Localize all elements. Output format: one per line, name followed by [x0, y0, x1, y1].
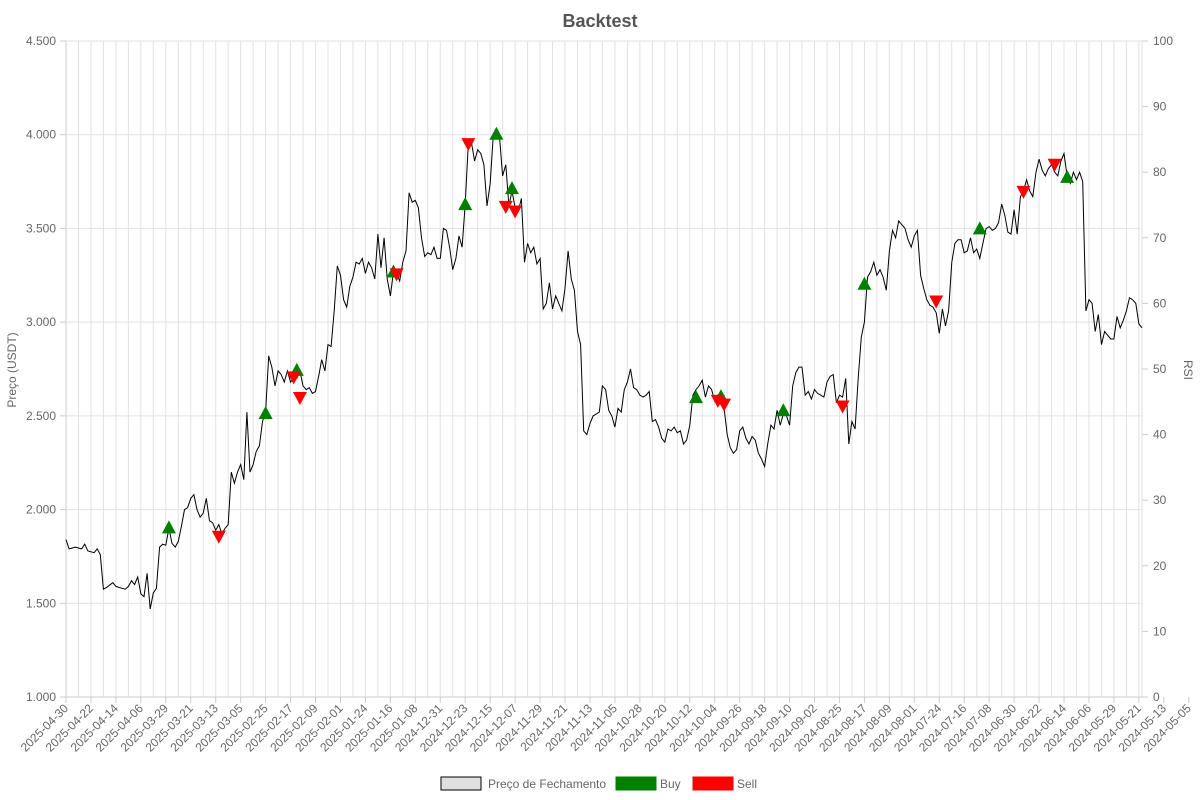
y-tick-label: 3.000 [26, 315, 56, 329]
y-axis-title: Preço (USDT) [5, 332, 19, 407]
y2-tick-label: 50 [1153, 362, 1167, 376]
y-tick-label: 2.500 [26, 409, 56, 423]
y-axis-left-ticks: 1.000 1.500 2.000 2.500 3.000 3.500 4.000 4.500 [26, 34, 56, 704]
legend-swatch [615, 776, 657, 791]
legend: Preço de Fechamento Buy Sell [440, 776, 757, 791]
y2-tick-label: 60 [1153, 296, 1167, 310]
sell-marker [717, 398, 732, 412]
legend-label: Sell [737, 777, 757, 791]
y2-tick-label: 100 [1153, 34, 1173, 48]
y2-axis-title: RSI [1181, 360, 1195, 380]
y2-tick-label: 70 [1153, 231, 1167, 245]
y-tick-label: 1.000 [26, 690, 56, 704]
buy-marker [504, 181, 519, 195]
y2-tick-label: 90 [1153, 100, 1167, 114]
y2-tick-label: 30 [1153, 493, 1167, 507]
y2-tick-label: 80 [1153, 165, 1167, 179]
sell-marker [835, 400, 850, 414]
buy-marker [857, 276, 872, 290]
sell-marker [461, 138, 476, 152]
legend-swatch [440, 776, 482, 791]
sell-marker [292, 392, 307, 406]
sell-marker [1016, 185, 1031, 199]
buy-marker [972, 221, 987, 235]
buy-marker [689, 390, 704, 404]
y-tick-label: 4.500 [26, 34, 56, 48]
y-tick-label: 1.500 [26, 596, 56, 610]
y2-tick-label: 20 [1153, 559, 1167, 573]
sell-markers [211, 138, 1062, 544]
sell-marker [211, 530, 226, 544]
x-axis-ticks: 2025-04-302025-04-222025-04-142025-04-06… [18, 701, 1194, 755]
sell-marker [286, 371, 301, 385]
y-axis-right-ticks: 0 10 20 30 40 50 60 70 80 90 100 [1153, 34, 1173, 704]
legend-label: Buy [660, 777, 681, 791]
buy-marker [458, 197, 473, 211]
sell-marker [498, 200, 513, 214]
sell-marker [710, 394, 725, 408]
sell-marker [389, 268, 404, 282]
y2-tick-label: 0 [1153, 690, 1160, 704]
price-line [65, 130, 1143, 609]
buy-marker [161, 520, 176, 534]
buy-marker [258, 406, 273, 420]
sell-marker [929, 295, 944, 309]
y-tick-label: 3.500 [26, 221, 56, 235]
sell-marker [1047, 158, 1062, 172]
buy-marker [1060, 169, 1075, 183]
sell-marker [508, 205, 523, 219]
buy-marker [489, 126, 504, 140]
buy-marker [776, 403, 791, 417]
y-tick-label: 2.000 [26, 503, 56, 517]
y2-tick-label: 10 [1153, 624, 1167, 638]
grid [60, 40, 1190, 703]
legend-swatch [692, 776, 734, 791]
y-tick-label: 4.000 [26, 128, 56, 142]
chart-title: Backtest [562, 11, 637, 31]
y2-tick-label: 40 [1153, 428, 1167, 442]
buy-markers [161, 126, 1075, 534]
legend-label: Preço de Fechamento [488, 777, 606, 791]
